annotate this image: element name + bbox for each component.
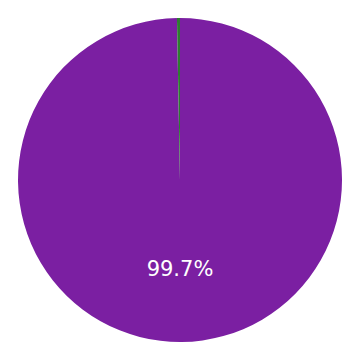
chart: 99.7%: [0, 0, 360, 360]
slices: [18, 18, 342, 342]
plot: 99.7%: [18, 18, 342, 342]
annotations: 99.7%: [147, 257, 214, 281]
pie-slice: [177, 18, 180, 180]
pie-slice: [18, 18, 342, 342]
annotation: 99.7%: [147, 257, 214, 281]
